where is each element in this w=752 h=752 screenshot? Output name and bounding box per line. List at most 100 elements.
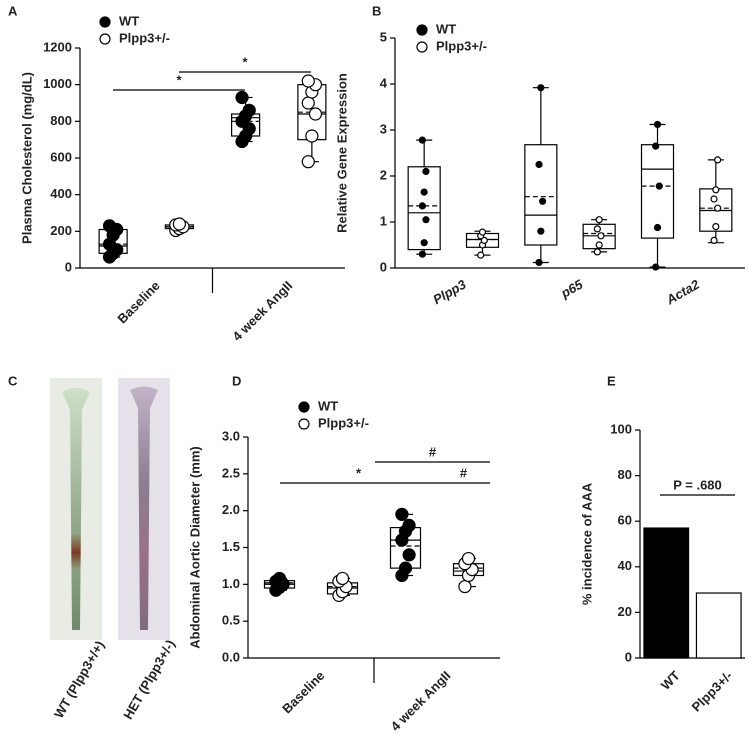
y-tick-label: 4 <box>380 75 388 90</box>
x-tick-label: Baseline <box>279 668 327 716</box>
data-point <box>422 167 430 175</box>
legend-marker <box>298 401 310 413</box>
data-point <box>335 571 350 586</box>
data-point <box>537 227 545 235</box>
x-tick-label: Acta2 <box>663 276 703 308</box>
data-point <box>652 142 660 150</box>
panel-label: D <box>232 373 241 388</box>
y-tick-label: 200 <box>50 223 72 238</box>
data-point <box>537 84 545 92</box>
bar <box>695 592 742 659</box>
legend-marker <box>99 16 111 28</box>
data-point <box>402 548 416 562</box>
data-point <box>102 219 117 233</box>
y-tick-label: 80 <box>618 467 632 482</box>
data-point <box>461 551 476 566</box>
legend-label: Plpp3+/- <box>436 38 487 53</box>
panel-label: B <box>372 3 381 18</box>
data-point <box>535 258 543 267</box>
y-tick-label: 3.0 <box>222 428 240 443</box>
bar <box>643 527 690 659</box>
legend-label: Plpp3+/- <box>119 30 170 45</box>
data-point <box>301 96 315 110</box>
data-point <box>593 225 601 233</box>
aorta-photo <box>130 386 158 630</box>
x-tick-label: Plpp3+/- <box>689 668 736 715</box>
data-point <box>420 188 428 196</box>
y-tick-label: 40 <box>618 558 632 573</box>
y-tick-label: 1000 <box>43 76 72 91</box>
y-tick-label: 1.0 <box>222 576 240 591</box>
data-point <box>398 561 413 575</box>
legend-label: Plpp3+/- <box>318 415 369 430</box>
y-tick-label: 0 <box>65 259 72 274</box>
y-axis-label: Relative Gene Expression <box>334 73 349 233</box>
annotation: P = .680 <box>673 477 722 492</box>
y-axis-label: Plasma Cholesterol (mg/dL) <box>19 72 34 244</box>
data-point <box>172 217 186 231</box>
aorta-photo <box>62 388 90 630</box>
x-tick-label: 4 week AngII <box>229 278 295 344</box>
y-tick-label: 2 <box>380 167 387 182</box>
legend-label: WT <box>436 21 456 36</box>
y-tick-label: 0 <box>625 649 632 664</box>
annotation: * <box>176 72 182 87</box>
data-point <box>478 228 487 236</box>
data-point <box>420 239 428 247</box>
photo-label: HET (Plpp3+/-) <box>120 637 178 722</box>
data-point <box>653 120 662 129</box>
y-tick-label: 400 <box>50 186 72 201</box>
data-point <box>714 204 722 212</box>
data-point <box>308 107 323 121</box>
data-point <box>402 518 416 533</box>
x-tick-label: 4 week AngII <box>388 668 454 734</box>
annotation: # <box>429 444 437 459</box>
data-point <box>418 136 426 144</box>
legend-label: WT <box>318 398 338 413</box>
data-point <box>714 156 722 164</box>
y-tick-label: 1.5 <box>222 539 240 554</box>
y-tick-label: 2.5 <box>222 465 240 480</box>
data-point <box>710 236 718 244</box>
data-point <box>712 186 720 194</box>
annotation: * <box>242 54 248 69</box>
legend-marker <box>99 33 111 45</box>
data-point <box>477 251 485 259</box>
annotation: # <box>460 465 468 480</box>
data-point <box>535 160 543 169</box>
data-point <box>301 74 315 88</box>
data-point <box>652 263 660 271</box>
x-tick-label: Baseline <box>114 278 162 326</box>
y-axis-label: Abdominal Aortic Diameter (mm) <box>187 446 202 649</box>
data-point <box>242 103 256 117</box>
data-point <box>597 232 605 240</box>
y-tick-label: 5 <box>380 29 387 44</box>
y-tick-label: 600 <box>50 149 72 164</box>
y-tick-label: 1200 <box>43 39 72 54</box>
legend-marker <box>416 24 428 36</box>
data-point <box>653 223 662 232</box>
data-point <box>395 507 409 521</box>
data-point <box>712 223 720 231</box>
box <box>640 144 675 239</box>
legend-label: WT <box>119 13 139 28</box>
y-tick-label: 20 <box>618 604 632 619</box>
data-point <box>272 571 287 586</box>
y-tick-label: 0.0 <box>222 649 240 664</box>
y-tick-label: 2.0 <box>222 502 240 517</box>
panel-label: C <box>8 373 18 388</box>
y-tick-label: 0 <box>380 259 387 274</box>
y-tick-label: 0.5 <box>222 613 240 628</box>
y-axis-label: % incidence of AAA <box>579 482 594 605</box>
data-point <box>655 182 663 190</box>
y-tick-label: 1 <box>380 213 387 228</box>
panel-label: A <box>8 3 18 18</box>
data-point <box>418 250 426 258</box>
data-point <box>418 202 426 210</box>
data-point <box>301 155 315 169</box>
photo-label: WT (Plpp3+/+) <box>51 638 107 721</box>
annotation: * <box>356 465 362 480</box>
data-point <box>710 195 718 203</box>
data-point <box>539 197 547 205</box>
